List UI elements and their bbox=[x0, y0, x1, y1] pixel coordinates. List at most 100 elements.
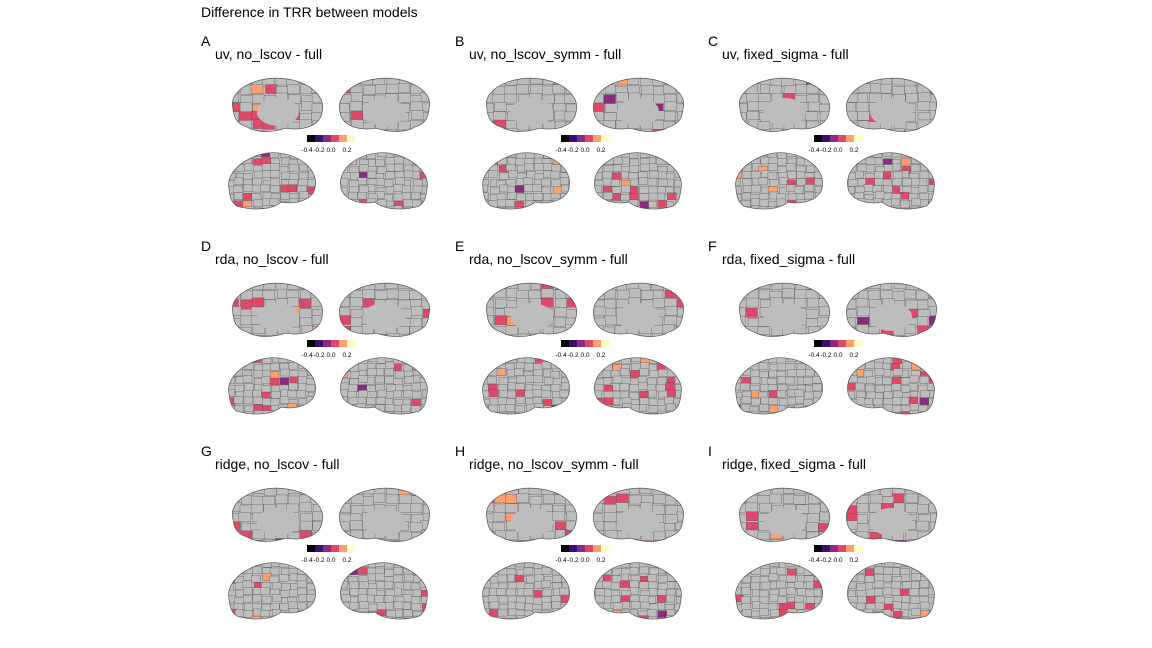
colorbar-tick-label: -0.4 bbox=[808, 147, 820, 154]
figure-title: Difference in TRR between models bbox=[201, 4, 418, 20]
panel-letter: A bbox=[201, 33, 211, 49]
lateral-left-view bbox=[482, 357, 570, 415]
lateral-left-view bbox=[228, 562, 316, 620]
panel-title: ridge, no_lscov - full bbox=[215, 456, 340, 472]
lateral-left-view bbox=[735, 152, 823, 210]
medial-right-view bbox=[593, 487, 684, 542]
panel-title: uv, fixed_sigma - full bbox=[722, 46, 849, 62]
brain-surface-plots: -0.4 -0.2 0.0 0.2 bbox=[482, 487, 684, 620]
colorbar-tick-label: -0.2 bbox=[313, 557, 325, 564]
lateral-right-view bbox=[594, 357, 682, 415]
medial-left-view bbox=[486, 487, 577, 542]
lateral-right-view bbox=[847, 562, 935, 620]
panel-letter: F bbox=[708, 238, 717, 254]
lateral-right-view bbox=[340, 357, 428, 415]
lateral-right-view bbox=[340, 562, 428, 620]
colorbar: -0.4 -0.2 0.0 0.2 bbox=[301, 545, 356, 564]
medial-left-view bbox=[739, 77, 830, 132]
lateral-right-view bbox=[594, 562, 682, 620]
colorbar-tick-label: -0.2 bbox=[567, 147, 579, 154]
panel-title: rda, fixed_sigma - full bbox=[722, 251, 856, 267]
colorbar-tick-label: -0.2 bbox=[567, 557, 579, 564]
medial-left-view bbox=[232, 282, 323, 337]
colorbar-tick-label: 0.0 bbox=[833, 557, 842, 564]
medial-left-view bbox=[232, 77, 323, 132]
medial-left-view bbox=[486, 282, 577, 337]
colorbar-tick-label: -0.2 bbox=[820, 557, 832, 564]
colorbar: -0.4 -0.2 0.0 0.2 bbox=[555, 135, 610, 154]
colorbar-tick-label: 0.0 bbox=[580, 557, 589, 564]
lateral-left-view bbox=[228, 357, 316, 415]
panel-letter: E bbox=[455, 238, 465, 254]
brain-surface-plots: -0.4 -0.2 0.0 0.2 bbox=[735, 77, 937, 210]
colorbar: -0.4 -0.2 0.0 0.2 bbox=[555, 545, 610, 564]
panel-letter: C bbox=[708, 33, 719, 49]
colorbar-tick-label: 0.2 bbox=[342, 352, 351, 359]
panel-letter: I bbox=[708, 443, 712, 459]
colorbar-tick-label: 0.0 bbox=[580, 352, 589, 359]
colorbar-tick-label: -0.2 bbox=[313, 352, 325, 359]
colorbar-tick-label: -0.4 bbox=[808, 557, 820, 564]
panel-title: rda, no_lscov_symm - full bbox=[469, 251, 628, 267]
colorbar-tick-label: 0.0 bbox=[580, 147, 589, 154]
colorbar-tick-label: -0.4 bbox=[301, 352, 313, 359]
brain-surface-plots: -0.4 -0.2 0.0 0.2 bbox=[228, 77, 430, 210]
lateral-left-view bbox=[735, 357, 823, 415]
colorbar: -0.4 -0.2 0.0 0.2 bbox=[808, 135, 863, 154]
panel-letter: G bbox=[201, 443, 212, 459]
colorbar-tick-label: -0.4 bbox=[555, 147, 567, 154]
medial-right-view bbox=[339, 77, 430, 132]
colorbar-tick-label: 0.2 bbox=[849, 352, 858, 359]
lateral-right-view bbox=[340, 152, 428, 210]
medial-right-view bbox=[846, 282, 937, 337]
lateral-right-view bbox=[594, 152, 682, 210]
colorbar-tick-label: 0.2 bbox=[342, 147, 351, 154]
medial-right-view bbox=[846, 77, 937, 132]
lateral-left-view bbox=[228, 152, 316, 210]
lateral-left-view bbox=[482, 562, 570, 620]
medial-right-view bbox=[339, 487, 430, 542]
medial-left-view bbox=[739, 487, 830, 542]
medial-left-view bbox=[739, 282, 830, 337]
panel-letter: D bbox=[201, 238, 212, 254]
panel-title: uv, no_lscov_symm - full bbox=[469, 46, 622, 62]
colorbar-tick-label: 0.2 bbox=[596, 147, 605, 154]
lateral-left-view bbox=[735, 562, 823, 620]
colorbar-tick-label: 0.0 bbox=[833, 147, 842, 154]
lateral-right-view bbox=[847, 357, 935, 415]
panel-title: uv, no_lscov - full bbox=[215, 46, 323, 62]
brain-surface-plots: -0.4 -0.2 0.0 0.2 bbox=[735, 282, 937, 415]
medial-left-view bbox=[232, 487, 323, 542]
lateral-right-view bbox=[847, 152, 935, 210]
colorbar-tick-label: 0.0 bbox=[326, 147, 335, 154]
brain-surface-plots: -0.4 -0.2 0.0 0.2 bbox=[482, 77, 684, 210]
colorbar: -0.4 -0.2 0.0 0.2 bbox=[808, 545, 863, 564]
colorbar: -0.4 -0.2 0.0 0.2 bbox=[301, 135, 356, 154]
colorbar-tick-label: 0.2 bbox=[849, 147, 858, 154]
brain-surface-plots: -0.4 -0.2 0.0 0.2 bbox=[482, 282, 684, 415]
colorbar-tick-label: 0.0 bbox=[326, 352, 335, 359]
colorbar-tick-label: 0.2 bbox=[596, 557, 605, 564]
medial-left-view bbox=[486, 77, 577, 132]
colorbar: -0.4 -0.2 0.0 0.2 bbox=[301, 340, 356, 359]
colorbar-tick-label: 0.2 bbox=[342, 557, 351, 564]
colorbar-tick-label: -0.4 bbox=[301, 147, 313, 154]
medial-right-view bbox=[846, 487, 937, 542]
medial-right-view bbox=[593, 77, 684, 132]
colorbar-tick-label: -0.4 bbox=[555, 352, 567, 359]
colorbar-tick-label: 0.2 bbox=[596, 352, 605, 359]
colorbar-tick-label: -0.2 bbox=[567, 352, 579, 359]
colorbar-tick-label: 0.2 bbox=[849, 557, 858, 564]
colorbar-tick-label: -0.2 bbox=[820, 147, 832, 154]
medial-right-view bbox=[339, 282, 430, 337]
panel-title: rda, no_lscov - full bbox=[215, 251, 329, 267]
brain-surface-plots: -0.4 -0.2 0.0 0.2 bbox=[228, 487, 430, 620]
